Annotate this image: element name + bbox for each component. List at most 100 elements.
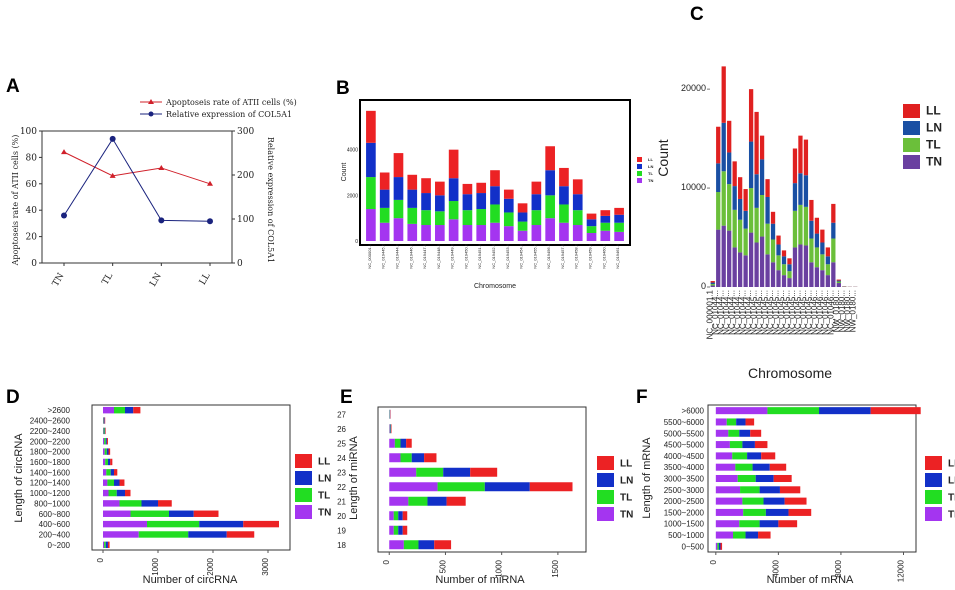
c-xtick-label: NC_01046...: [810, 290, 819, 335]
b-bar-ln: [614, 214, 624, 223]
e-bar-ln: [443, 467, 471, 477]
c-bar-ll: [825, 247, 830, 257]
c-bar-ln: [814, 233, 820, 248]
a-rate-point: [109, 172, 116, 178]
c-bar-ln: [770, 223, 776, 240]
c-bar-tl: [765, 223, 770, 255]
c-bar-ll: [754, 111, 759, 175]
b-bar-ll: [614, 207, 624, 215]
e-ytick-label: 20: [337, 512, 346, 521]
b-bar-tl: [393, 199, 404, 219]
b-bar-tn: [407, 223, 418, 241]
panel-b-bars: [366, 110, 624, 241]
legend-swatch-ll: [925, 456, 942, 470]
e-bar-ln: [427, 496, 447, 506]
d-bar-tn: [103, 427, 104, 435]
d-bar-ll: [119, 479, 125, 486]
f-xtick-label: 4000: [771, 559, 780, 577]
d-ytick-label: 0~200: [48, 541, 71, 550]
e-bar-tl: [400, 453, 412, 463]
c-xtick-label: NC_000001.1: [706, 289, 715, 339]
b-bar-tn: [572, 225, 583, 241]
c-bar-ln: [759, 159, 765, 195]
legend-label-tn: TN: [318, 508, 331, 519]
legend-label-tn: TN: [926, 155, 942, 169]
c-bar-ln: [732, 186, 737, 210]
legend-rate-label: Apoptoseis rate of ATII cells (%): [165, 98, 297, 107]
f-ytick-label: 1500~2000: [664, 508, 705, 517]
f-bar-tl: [743, 508, 766, 516]
b-bar-ll: [476, 182, 487, 194]
a-y2tick-label: 100: [237, 215, 254, 225]
b-bar-ln: [462, 194, 473, 211]
d-bar-ll: [243, 520, 279, 528]
c-bar-tl: [710, 284, 715, 286]
f-bar-ll: [773, 474, 792, 483]
c-bar-ll: [759, 135, 765, 160]
b-xtick-label: NC_019457.5: [560, 243, 565, 268]
c-bar-tl: [727, 184, 732, 231]
f-bar-ln: [745, 531, 759, 539]
a-expr-point: [207, 218, 213, 225]
legend-swatch-tn: [903, 155, 920, 169]
legend-swatch-ll: [903, 104, 920, 118]
d-bar-tn: [103, 438, 105, 445]
c-xtick-label: NC_01045...: [804, 290, 813, 335]
c-ytick-label: 20000: [681, 83, 706, 93]
e-bar-ll: [529, 482, 573, 492]
f-bar-tn: [715, 474, 738, 483]
legend-swatch-tn: [597, 507, 614, 521]
f-bar-ll: [788, 508, 812, 516]
f-bar-tn: [715, 418, 727, 426]
d-bar-ll: [226, 531, 255, 538]
d-bar-ll: [114, 469, 118, 476]
f-bar-ln: [755, 474, 774, 483]
e-bar-tn: [389, 453, 401, 463]
c-xtick-label: NC_01045...: [788, 290, 797, 335]
c-bar-ln: [798, 173, 803, 205]
panel-c-ylabel: Count: [655, 139, 671, 176]
legend-rate-triangle-icon: [148, 99, 154, 104]
f-ytick-label: 4500~5000: [664, 441, 705, 450]
a-y2tick-label: 0: [237, 259, 243, 269]
a-ytick-label: 20: [26, 233, 38, 243]
a-ytick-label: 0: [31, 259, 37, 269]
b-bar-tl: [517, 221, 528, 231]
b-bar-tl: [614, 222, 624, 232]
legend-label-tl: TL: [620, 493, 632, 504]
c-bar-tn: [721, 225, 726, 287]
d-bar-ln: [110, 469, 114, 476]
c-xtick-label: NW_0180...: [848, 290, 857, 332]
b-bar-tn: [448, 219, 459, 241]
f-bar-ln: [752, 463, 770, 471]
legend-label-tn: TN: [648, 178, 653, 183]
c-bar-ll: [710, 281, 715, 283]
panel-a-ylabel: Apoptoseis rate of ATII cells (%): [11, 135, 20, 267]
legend-swatch-tl: [295, 488, 312, 502]
c-bar-ll: [831, 203, 836, 223]
d-bar-tl: [105, 458, 108, 466]
legend-swatch-ln: [637, 164, 642, 169]
c-bar-tl: [732, 209, 737, 248]
c-bar-tn: [727, 230, 732, 287]
f-bar-ln: [759, 486, 780, 494]
d-ytick-label: 1000~1200: [30, 489, 71, 498]
panel-f-bars: [715, 407, 921, 550]
c-bar-ll: [743, 189, 748, 211]
f-bar-tn: [715, 542, 718, 550]
b-bar-ll: [379, 172, 390, 190]
c-bar-tl: [798, 204, 803, 245]
c-bar-ln: [820, 242, 825, 255]
f-bar-tn: [715, 531, 734, 539]
b-bar-tn: [614, 231, 624, 241]
b-bar-tn: [476, 225, 487, 241]
f-bar-ln: [747, 452, 762, 460]
d-bar-ll: [110, 458, 113, 466]
c-bar-tn: [825, 275, 830, 287]
d-bar-ln: [141, 500, 158, 507]
legend-swatch-ll: [597, 456, 614, 470]
d-bar-tn: [103, 479, 108, 486]
b-bar-tl: [572, 210, 583, 226]
panel-b-frame: [359, 99, 631, 246]
c-bar-tn: [792, 247, 798, 287]
